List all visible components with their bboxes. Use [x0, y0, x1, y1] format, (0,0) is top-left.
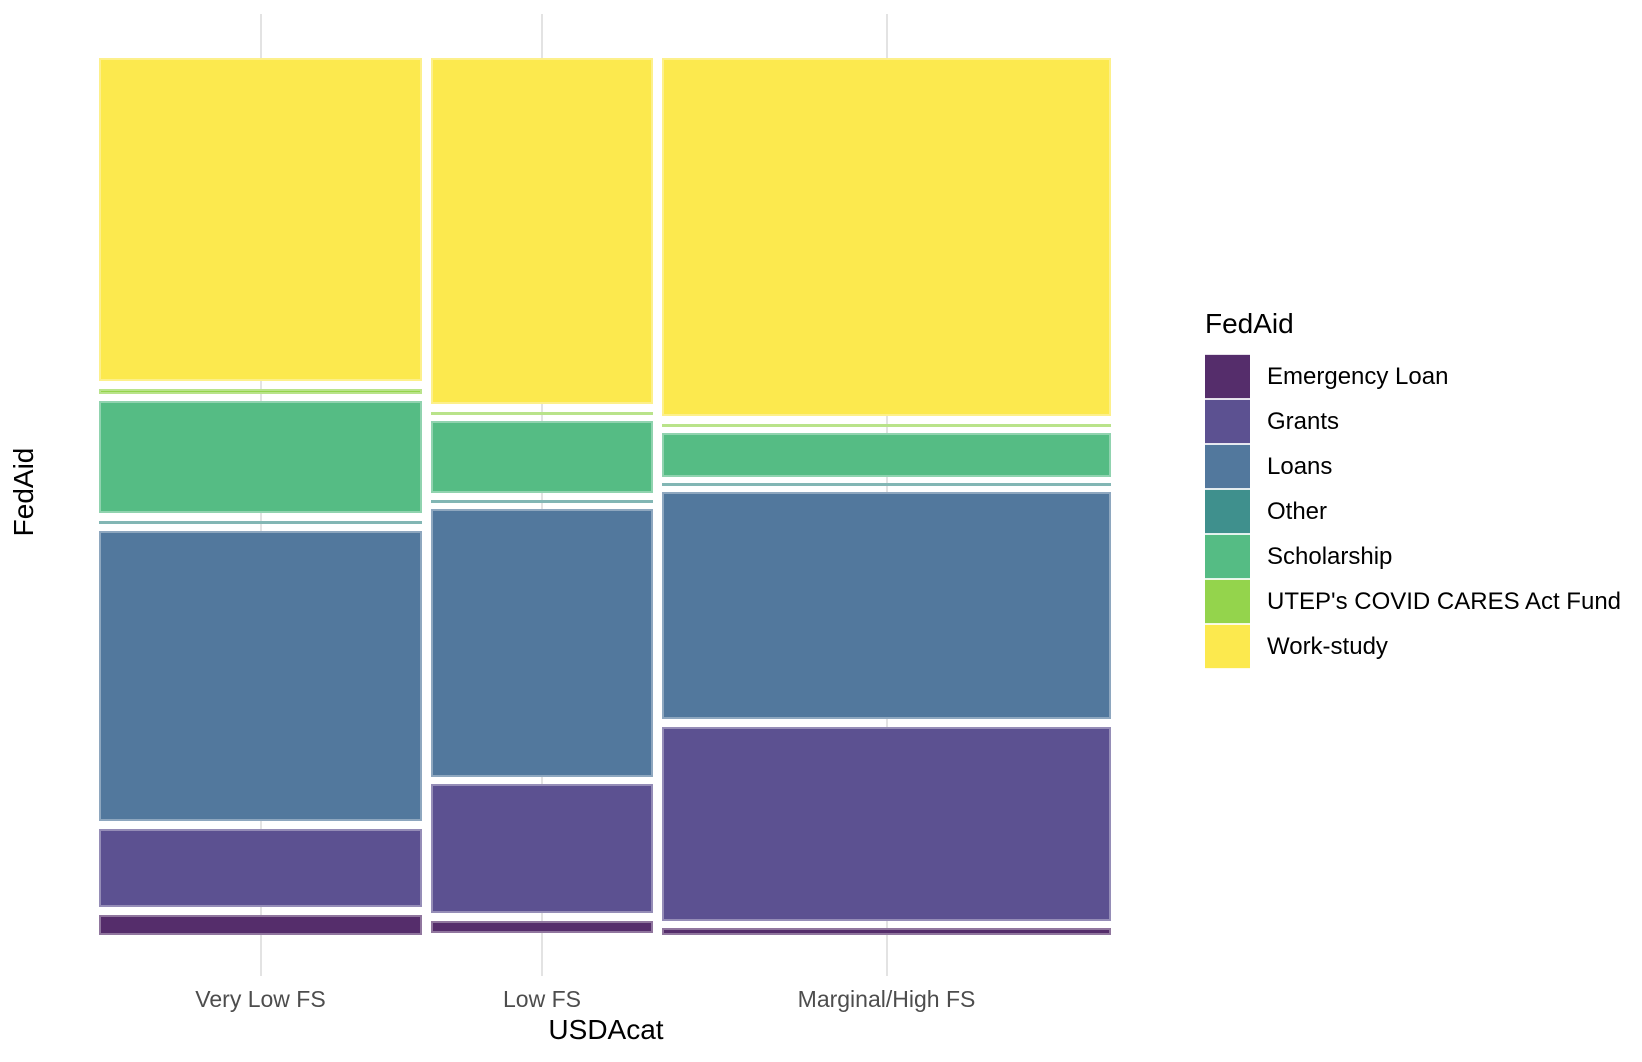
segment-marginal-high-fs-other [662, 483, 1111, 486]
segment-marginal-high-fs-loans [662, 492, 1111, 719]
legend-label-scholarship: Scholarship [1267, 542, 1393, 570]
segment-marginal-high-fs-work-study [662, 58, 1111, 416]
legend-swatch-grants [1205, 399, 1250, 444]
y-axis-title: FedAid [8, 447, 39, 537]
segment-very-low-fs-grants [99, 829, 422, 907]
x-tick-very-low-fs: Very Low FS [195, 986, 326, 1012]
legend-label-loans: Loans [1267, 452, 1333, 480]
legend-swatch-scholarship [1205, 534, 1250, 579]
segment-very-low-fs-scholarship [99, 401, 422, 513]
segment-low-fs-other [431, 500, 653, 503]
segment-marginal-high-fs-scholarship [662, 433, 1111, 477]
legend-label-work-study: Work-study [1267, 632, 1388, 660]
segment-very-low-fs-utep-s-covid-cares-act-fund [99, 389, 422, 394]
legend-swatch-utep-s-covid-cares-act-fund [1205, 579, 1250, 624]
segment-low-fs-work-study [431, 58, 653, 404]
x-axis-title: USDAcat [548, 1014, 664, 1045]
segment-very-low-fs-loans [99, 531, 422, 821]
segment-very-low-fs-work-study [99, 58, 422, 381]
gridline-low-fs [541, 14, 543, 976]
legend-label-other: Other [1267, 497, 1328, 525]
legend-label-utep-s-covid-cares-act-fund: UTEP's COVID CARES Act Fund [1267, 587, 1622, 615]
legend-row-emergency-loan: Emergency Loan [1205, 354, 1621, 399]
legend-swatch-other [1205, 489, 1250, 534]
segment-marginal-high-fs-emergency-loan [662, 928, 1111, 935]
legend-row-work-study: Work-study [1205, 624, 1621, 669]
segment-marginal-high-fs-utep-s-covid-cares-act-fund [662, 424, 1111, 427]
legend-row-utep-s-covid-cares-act-fund: UTEP's COVID CARES Act Fund [1205, 579, 1621, 624]
legend: FedAid Emergency Loan Grants Loans Other Sch… [1205, 308, 1621, 669]
segment-low-fs-scholarship [431, 421, 653, 493]
legend-swatch-work-study [1205, 624, 1250, 669]
x-tick-marginal-high-fs: Marginal/High FS [797, 986, 976, 1012]
legend-swatch-loans [1205, 444, 1250, 489]
legend-row-scholarship: Scholarship [1205, 534, 1621, 579]
legend-row-other: Other [1205, 489, 1621, 534]
x-tick-low-fs: Low FS [503, 986, 581, 1012]
legend-row-loans: Loans [1205, 444, 1621, 489]
segment-low-fs-emergency-loan [431, 921, 653, 933]
legend-row-grants: Grants [1205, 399, 1621, 444]
segment-marginal-high-fs-grants [662, 727, 1111, 921]
segment-low-fs-utep-s-covid-cares-act-fund [431, 412, 653, 415]
legend-swatch-emergency-loan [1205, 354, 1250, 399]
legend-title: FedAid [1205, 308, 1294, 339]
legend-items: Emergency Loan Grants Loans Other Scholarshi… [1205, 354, 1621, 669]
segment-very-low-fs-emergency-loan [99, 915, 422, 935]
legend-label-grants: Grants [1267, 407, 1340, 435]
segment-low-fs-grants [431, 784, 653, 913]
segment-very-low-fs-other [99, 521, 422, 524]
segment-low-fs-loans [431, 509, 653, 777]
legend-label-emergency-loan: Emergency Loan [1267, 362, 1449, 390]
